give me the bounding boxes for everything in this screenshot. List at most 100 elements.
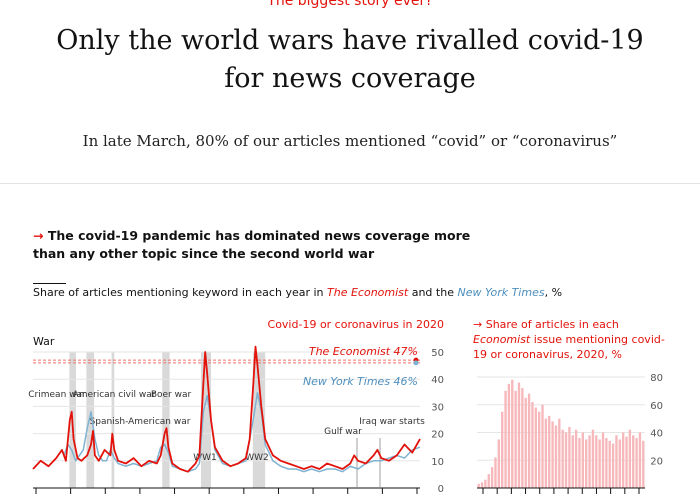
bar-43 [621,432,625,488]
bar-23 [554,425,558,488]
nyt-ref-dot [413,360,419,366]
bar-13 [521,388,524,488]
gulf-war-label: Gulf war [324,427,362,437]
bar-16 [531,401,534,488]
bar-8 [504,390,507,488]
bar-9 [507,383,511,488]
bar-y-tick-label-3: 80 [650,373,663,384]
y-tick-label-2: 20 [431,430,444,441]
desc-nyt: New York Times [457,286,545,299]
crimean-war-line: Crimean war [28,390,86,400]
headline-line-2: for news coverage [224,63,476,94]
bar-title-arrow: → [473,318,483,331]
bar-chart: 20 40 60 80 [477,373,663,494]
chart-heading: → The covid-19 pandemic has dominated ne… [33,227,503,263]
spanish-american-war-label: Spanish-American war [90,417,191,427]
line-chart: War Covid-19 or coronavirus in 2020 The … [28,318,444,495]
bar-26 [564,432,568,488]
bar-42 [618,439,621,488]
bar-22 [551,421,554,488]
bar-10 [511,379,514,488]
iraq-war-label: Iraq war starts [359,417,425,427]
bar-27 [568,426,571,488]
bar-37 [601,432,605,488]
american-civil-war-label: American civil war [73,390,156,400]
chart-heading-text: The covid-19 pandemic has dominated news… [33,228,471,261]
bar-y-tick-label-1: 40 [650,429,663,440]
bar-28 [571,435,574,488]
bar-15 [527,393,531,488]
crimean-war-label: Crimean war [28,390,86,400]
y-tick-label-0: 0 [438,484,444,495]
bar-14 [524,397,527,488]
bar-49 [642,440,645,488]
series-line-economist [32,345,421,473]
bar-24 [558,418,561,488]
bar-35 [595,435,598,488]
war-band-4 [200,352,212,488]
desc-suffix: , % [544,286,563,299]
boer-war-label: Boer war [151,390,192,400]
bar-19 [541,404,544,488]
bar-title-suffix: issue mentioning covid-19 or coronavirus… [473,333,665,361]
desc-prefix: Share of articles mentioning keyword in … [33,286,328,299]
bar-48 [638,432,642,488]
bar-11 [514,390,517,488]
bar-29 [574,429,578,488]
desc-middle: and the [408,286,458,299]
nyt-ref-label: New York Times 46% [303,375,418,388]
bar-6 [497,439,501,488]
desc-economist: The Economist [327,286,409,299]
kicker: The biggest story ever? [267,0,433,9]
ww1-label: WW1 [193,453,217,463]
bar-46 [632,435,635,488]
y-tick-label-5: 50 [431,348,444,359]
war-band-5 [252,352,266,488]
ww2-label: WW2 [245,453,269,463]
bar-33 [588,435,591,488]
chart-description: Share of articles mentioning keyword in … [33,286,562,299]
bar-0 [477,483,480,488]
war-band-1 [86,352,95,488]
bar-44 [625,436,628,488]
bar-34 [591,429,595,488]
bar-1 [480,482,484,488]
y-tick-label-3: 30 [431,402,444,413]
economist-ref-label: The Economist 47% [309,345,418,358]
bar-17 [534,407,537,488]
bar-12 [517,382,521,488]
bar-20 [544,418,548,488]
bar-25 [561,429,564,488]
bar-38 [605,438,608,488]
heading-rule [33,283,66,284]
y-tick-label-4: 40 [431,375,444,386]
bar-36 [598,439,601,488]
headline-line-1: Only the world wars have rivalled covid-… [56,25,644,56]
arrow-icon: → [33,228,44,243]
bar-30 [578,438,581,488]
bar-18 [537,411,541,488]
bar-39 [608,440,611,488]
y-tick-label-1: 10 [431,457,444,468]
bar-title-italic: Economist [473,333,531,346]
bar-y-tick-label-2: 60 [650,401,663,412]
covid-label: Covid-19 or coronavirus in 2020 [268,318,444,331]
section-divider [0,183,700,184]
bar-title-prefix: Share of articles in each [485,318,619,331]
bar-chart-title: → Share of articles in each Economist is… [473,317,673,362]
bar-47 [635,438,638,488]
bar-41 [615,435,618,488]
war-band-2 [111,352,115,488]
bar-7 [501,411,504,488]
bar-32 [585,439,588,488]
war-band-3 [162,352,170,488]
bar-5 [494,457,497,488]
bar-2 [484,479,487,488]
bar-y-tick-label-0: 20 [650,456,663,467]
bar-31 [581,432,585,488]
bar-3 [487,474,490,488]
bar-45 [628,429,632,488]
bar-4 [490,467,494,488]
bar-21 [548,415,551,488]
